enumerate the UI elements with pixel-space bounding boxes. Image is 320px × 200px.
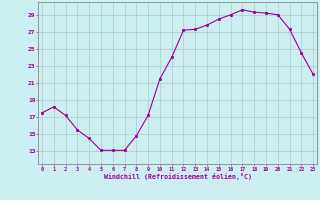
X-axis label: Windchill (Refroidissement éolien,°C): Windchill (Refroidissement éolien,°C) (104, 173, 252, 180)
